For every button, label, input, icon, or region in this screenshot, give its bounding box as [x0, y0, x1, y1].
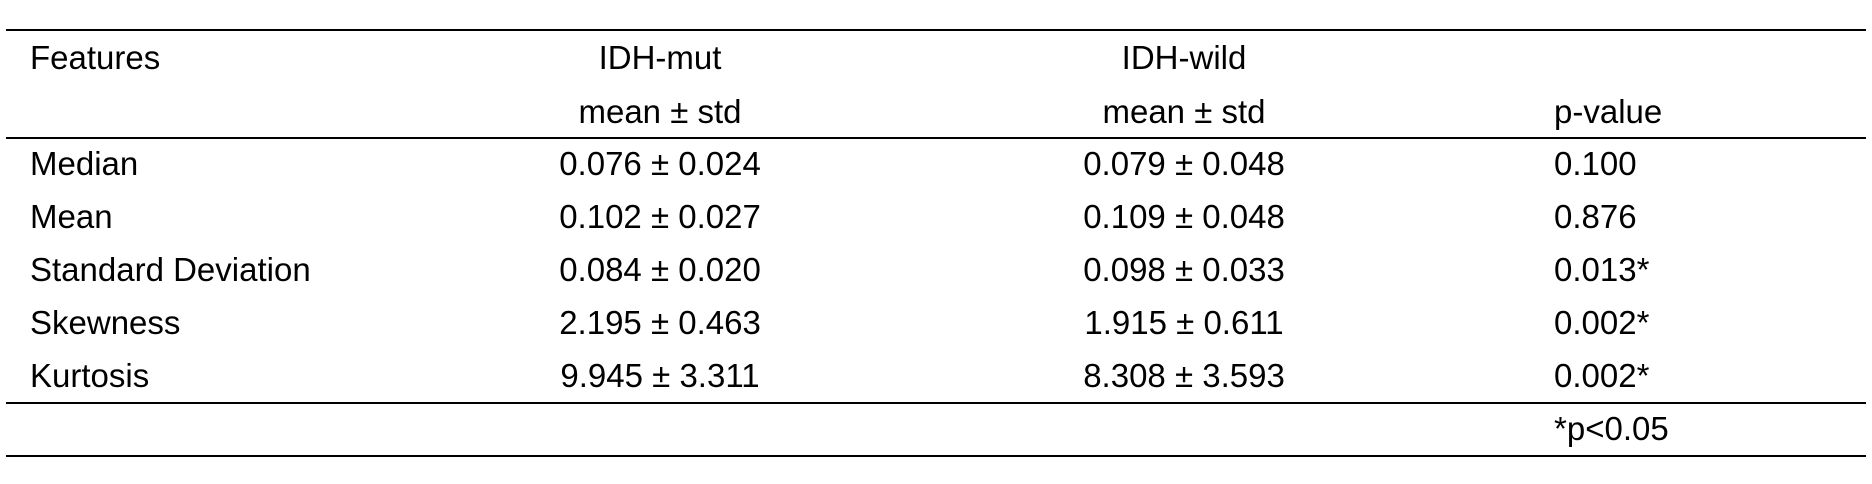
table-cell: Skewness — [30, 304, 181, 341]
table-cell: 0.102 ± 0.027 — [559, 198, 761, 235]
table-cell: 9.945 ± 3.311 — [560, 357, 760, 394]
table-cell: 0.079 ± 0.048 — [1083, 145, 1285, 182]
body-rule — [6, 402, 1866, 404]
bottom-rule — [6, 455, 1866, 457]
table-cell: 0.013* — [1554, 251, 1650, 288]
header-cell: Features — [30, 39, 161, 76]
table-cell: 0.002* — [1554, 357, 1650, 394]
header-cell: p-value — [1554, 93, 1663, 130]
table-cell: Standard Deviation — [30, 251, 311, 288]
header-cell: mean ± std — [578, 93, 742, 130]
table-cell: 0.876 — [1554, 198, 1637, 235]
header-cell: IDH-wild — [1121, 39, 1247, 76]
header-rule — [6, 137, 1866, 139]
table-cell: 8.308 ± 3.593 — [1083, 357, 1285, 394]
header-cell: mean ± std — [1102, 93, 1266, 130]
table-cell: Median — [30, 145, 139, 182]
table-cell: 0.109 ± 0.048 — [1083, 198, 1285, 235]
table-cell: Kurtosis — [30, 357, 150, 394]
table-cell: Mean — [30, 198, 113, 235]
table-cell: 0.100 — [1554, 145, 1637, 182]
table-cell: 0.098 ± 0.033 — [1083, 251, 1285, 288]
table-cell: 1.915 ± 0.611 — [1084, 304, 1284, 341]
table-cell: 0.084 ± 0.020 — [559, 251, 761, 288]
table-cell: 0.002* — [1554, 304, 1650, 341]
table-cell: 2.195 ± 0.463 — [559, 304, 761, 341]
header-cell: IDH-mut — [598, 39, 722, 76]
table-cell: 0.076 ± 0.024 — [559, 145, 761, 182]
top-rule — [6, 29, 1866, 31]
footnote: *p<0.05 — [1554, 410, 1669, 447]
